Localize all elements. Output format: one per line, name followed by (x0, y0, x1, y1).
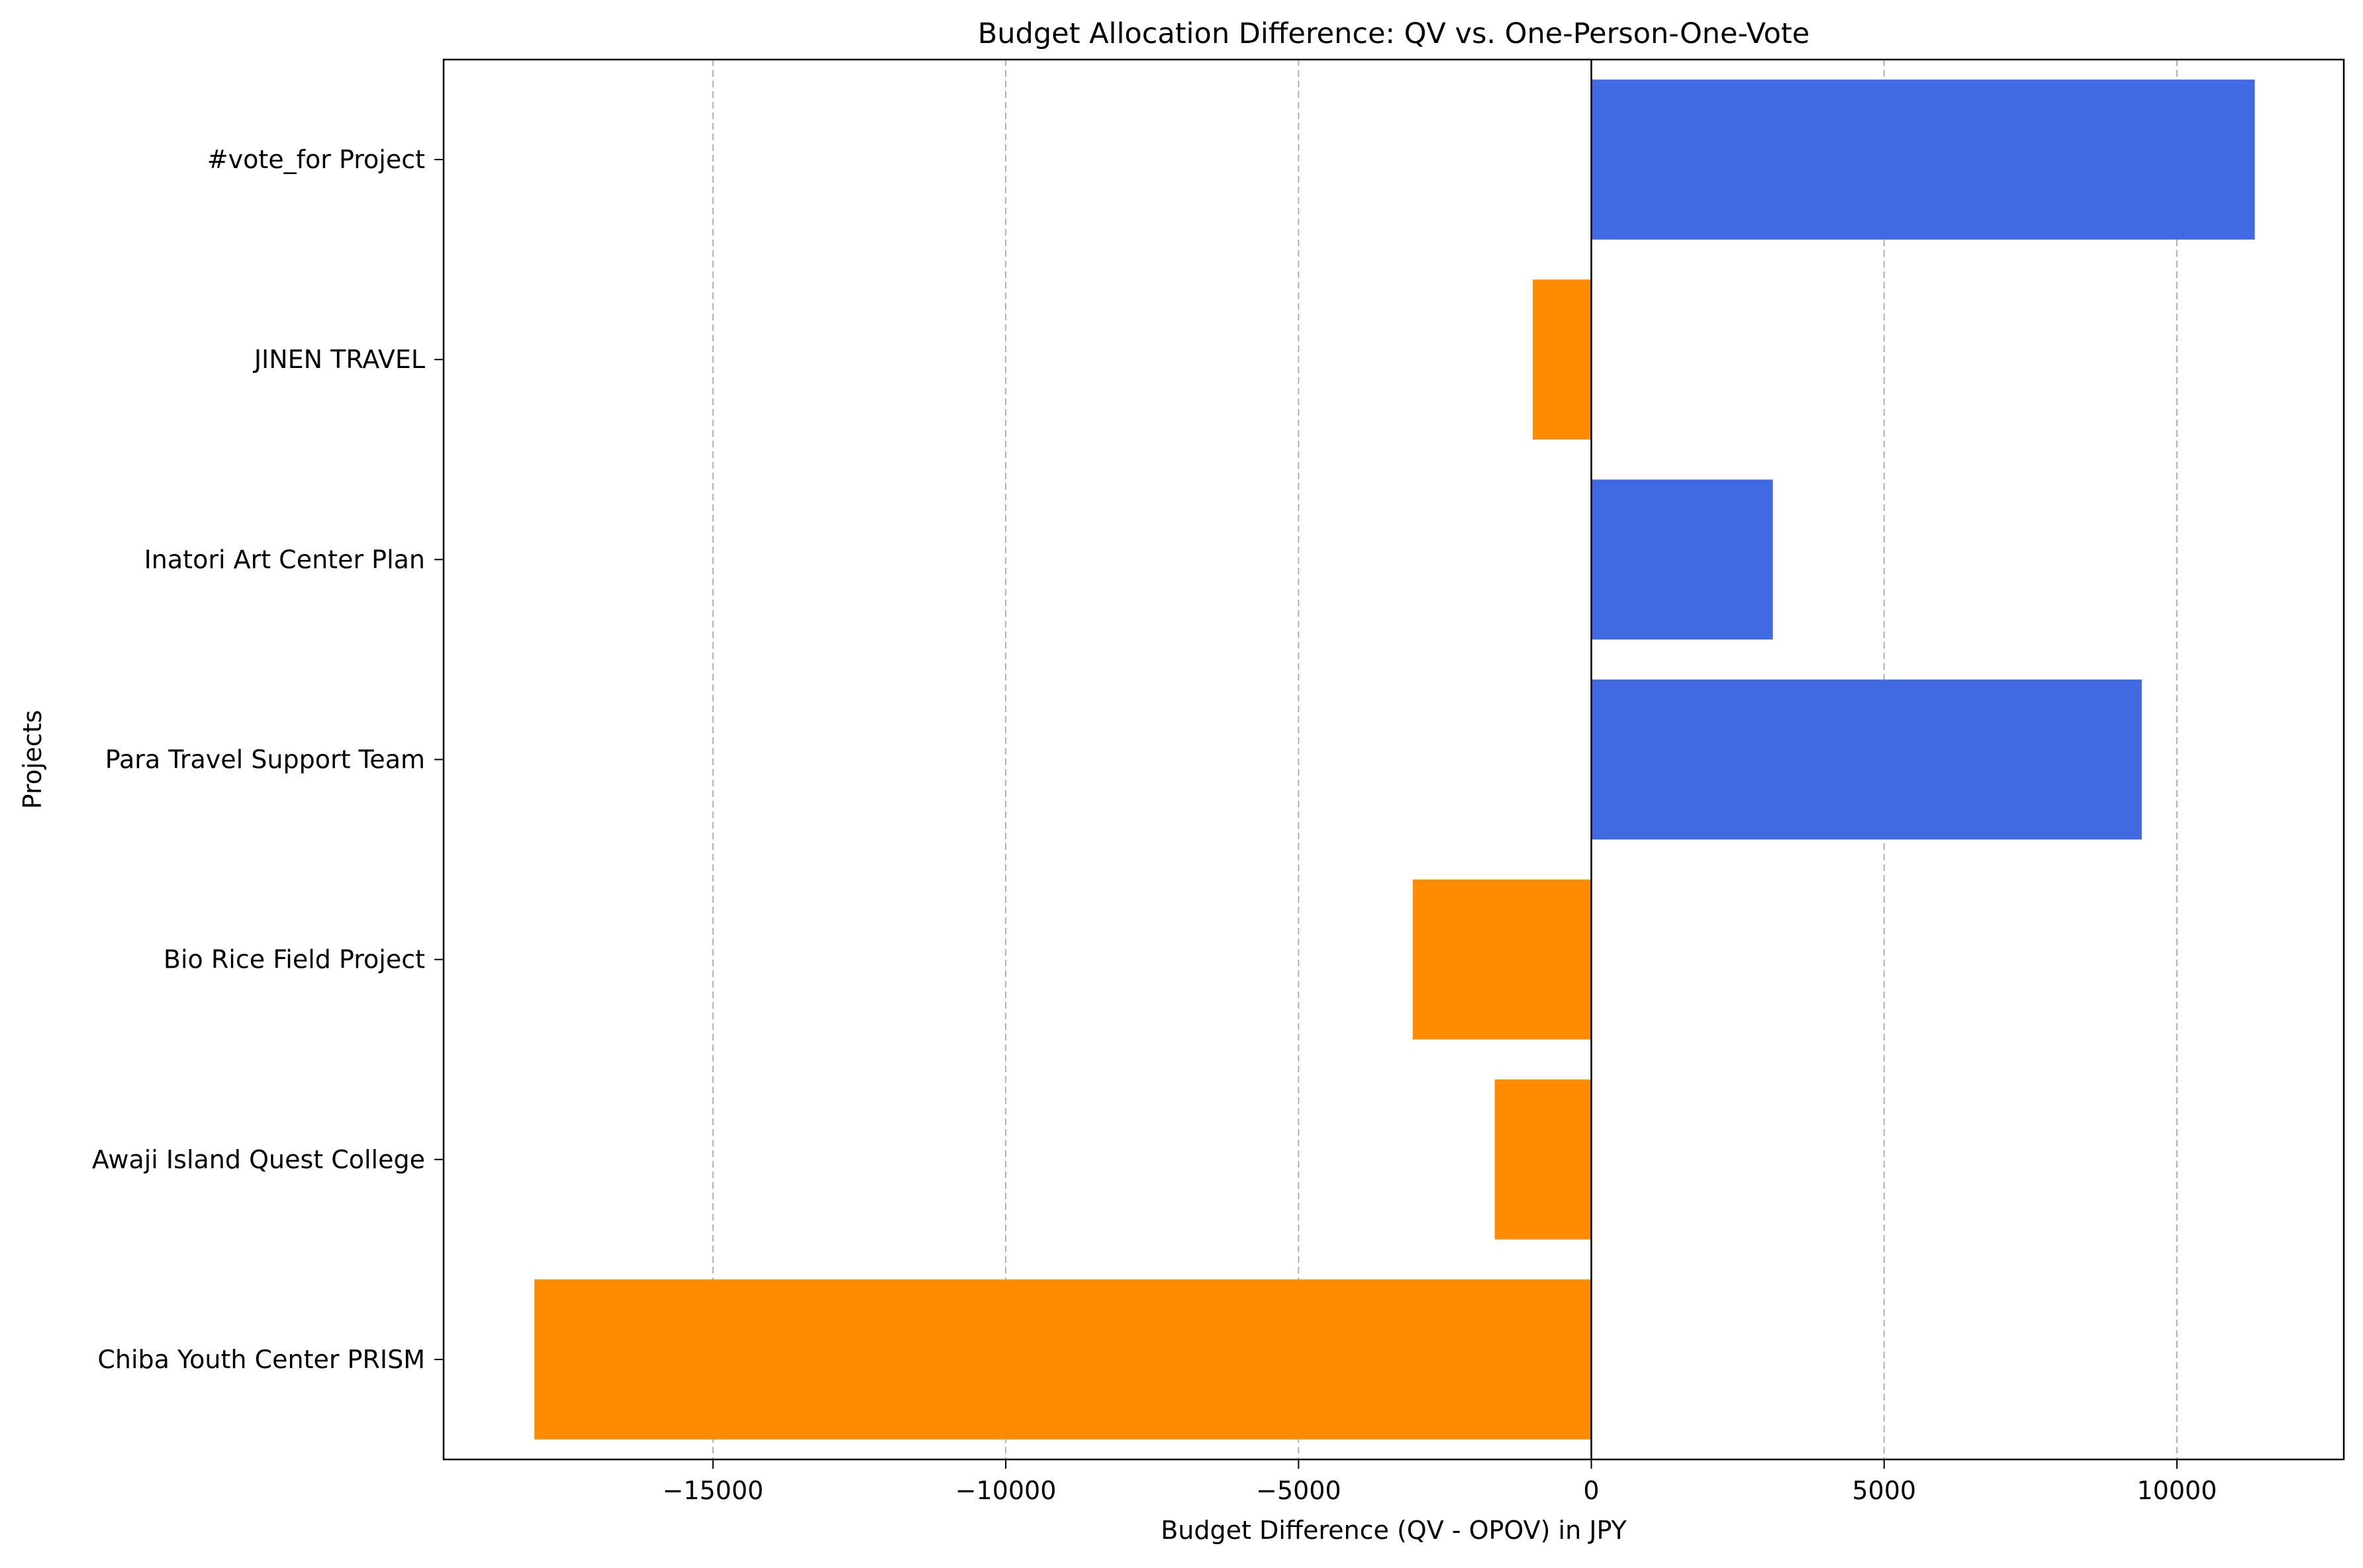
y-tick-label: JINEN TRAVEL (253, 345, 425, 374)
x-tick-label: −5000 (1256, 1476, 1341, 1505)
y-tick-label: Bio Rice Field Project (164, 945, 425, 974)
x-ticks: −15000 −10000 −5000 0 5000 10000 (662, 1459, 2217, 1505)
y-tick-label: Chiba Youth Center PRISM (97, 1345, 425, 1374)
grid-lines (712, 60, 2178, 1459)
y-tick-label: Inatori Art Center Plan (144, 545, 425, 574)
x-tick-label: 5000 (1852, 1476, 1916, 1505)
bars (534, 79, 2255, 1440)
bar (1591, 479, 1773, 640)
y-tick-label: Para Travel Support Team (105, 745, 425, 774)
y-tick-label: #vote_for Project (207, 145, 425, 174)
bar (1591, 79, 2255, 240)
bar (534, 1279, 1592, 1440)
bar (1591, 679, 2142, 840)
x-tick-label: 0 (1583, 1476, 1599, 1505)
bar (1533, 279, 1592, 440)
bar (1412, 879, 1592, 1040)
x-tick-label: −10000 (955, 1476, 1057, 1505)
y-tick-label: Awaji Island Quest College (92, 1145, 425, 1174)
y-axis-label: Projects (18, 710, 47, 809)
bar (1494, 1079, 1592, 1240)
chart-title: Budget Allocation Difference: QV vs. One… (978, 17, 1809, 50)
x-tick-label: −15000 (662, 1476, 763, 1505)
y-ticks: Chiba Youth Center PRISM Awaji Island Que… (92, 145, 444, 1374)
x-axis-label: Budget Difference (QV - OPOV) in JPY (1161, 1516, 1627, 1545)
x-tick-label: 10000 (2137, 1476, 2217, 1505)
